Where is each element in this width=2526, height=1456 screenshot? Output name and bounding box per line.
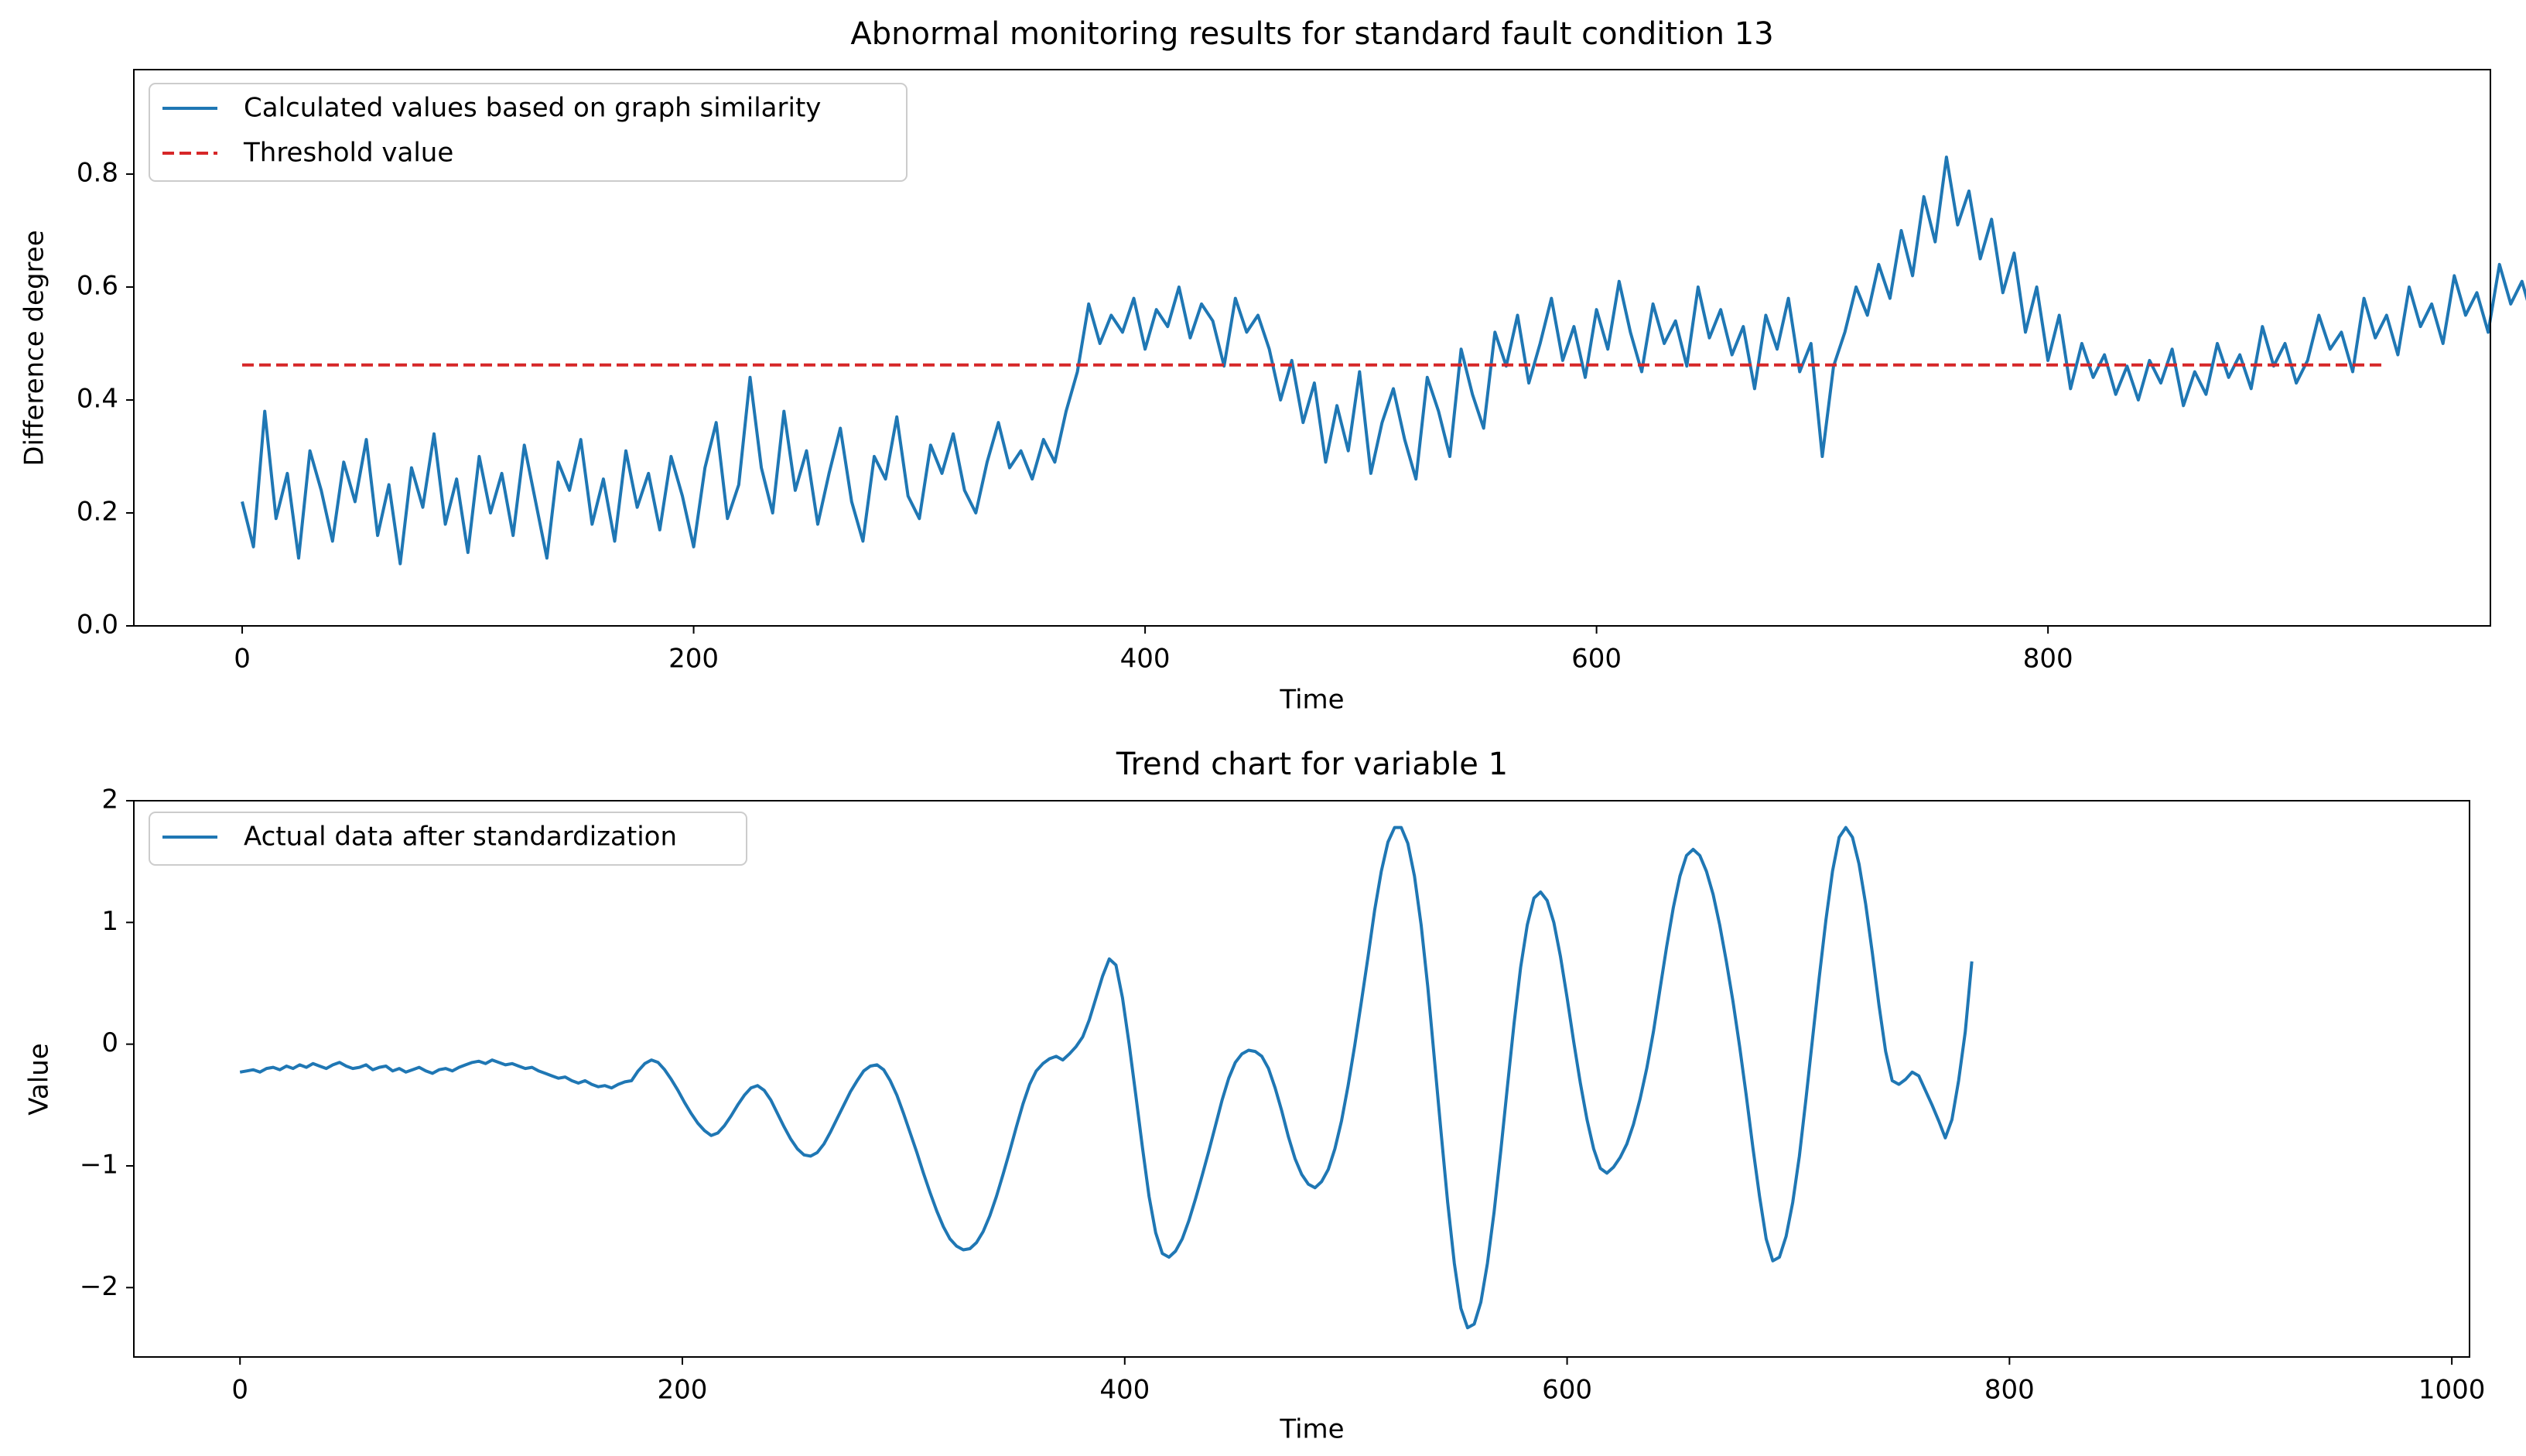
- x-tick-label: 1000: [2418, 1375, 2486, 1406]
- x-tick-label: 800: [2023, 644, 2073, 675]
- x-tick-label: 200: [658, 1375, 708, 1406]
- series-layer: [239, 825, 1974, 1330]
- series-layer: [241, 156, 2526, 566]
- y-tick-label: 0.0: [77, 610, 118, 641]
- y-axis-label: Difference degree: [19, 230, 50, 466]
- x-tick-label: 600: [1571, 644, 1622, 675]
- legend-label-series: Actual data after standardization: [244, 822, 677, 853]
- x-axis-label: Time: [1279, 1414, 1344, 1445]
- y-tick-label: 0: [101, 1027, 118, 1058]
- x-tick-label: 400: [1120, 644, 1171, 675]
- y-axis-ticks: −2 −1 0 1 2: [80, 784, 134, 1302]
- plot-area: [133, 69, 2526, 627]
- y-tick-label: 2: [101, 784, 118, 815]
- axes-frame: [133, 69, 2491, 627]
- x-tick-label: 200: [668, 644, 719, 675]
- series-line: [239, 825, 1974, 1330]
- x-tick-label: 400: [1099, 1375, 1150, 1406]
- axes-frame: [133, 800, 2470, 1358]
- y-axis-ticks: 0.0 0.2 0.4 0.6 0.8: [77, 158, 134, 641]
- x-tick-label: 600: [1542, 1375, 1592, 1406]
- x-axis-ticks: 0 200 400 600 800: [234, 626, 2073, 675]
- y-tick-label: −1: [80, 1149, 118, 1180]
- x-tick-label: 0: [231, 1375, 248, 1406]
- y-tick-label: 0.2: [77, 497, 118, 528]
- chart-title: Abnormal monitoring results for standard…: [850, 16, 1773, 52]
- plot-area: [133, 800, 2470, 1358]
- legend: Actual data after standardization: [149, 812, 747, 866]
- y-tick-label: 0.4: [77, 384, 118, 415]
- x-tick-label: 0: [234, 644, 251, 675]
- x-axis-ticks: 0 200 400 600 800 1000: [231, 1357, 2485, 1406]
- legend-label-series: Calculated values based on graph similar…: [244, 93, 821, 124]
- y-tick-label: 1: [101, 906, 118, 937]
- trend-chart: Trend chart for variable 1 0 200 400 600 800…: [24, 747, 2486, 1445]
- y-tick-label: 0.6: [77, 271, 118, 302]
- monitoring-chart: Abnormal monitoring results for standard…: [19, 16, 2526, 716]
- legend-box: [149, 83, 908, 182]
- y-axis-label: Value: [24, 1043, 55, 1115]
- legend-box: [149, 812, 747, 866]
- y-tick-label: −2: [80, 1271, 118, 1302]
- y-tick-label: 0.8: [77, 158, 118, 189]
- x-axis-label: Time: [1279, 685, 1344, 716]
- x-tick-label: 800: [1984, 1375, 2035, 1406]
- legend-label-threshold: Threshold value: [243, 138, 453, 169]
- legend: Calculated values based on graph similar…: [149, 83, 908, 182]
- series-line: [241, 156, 2526, 566]
- chart-title: Trend chart for variable 1: [1116, 747, 1508, 782]
